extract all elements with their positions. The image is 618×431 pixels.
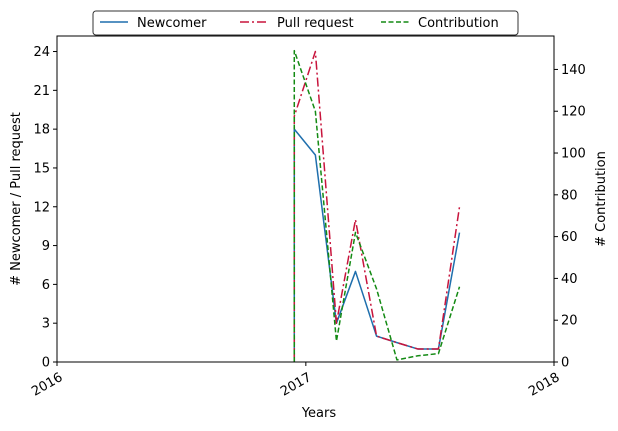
legend: Newcomer Pull request Contribution xyxy=(92,10,519,36)
left-tick-label: 0 xyxy=(42,356,50,371)
right-tick-label: 80 xyxy=(561,188,578,203)
right-axis-ticks: 0 20 40 60 80 100 120 140 xyxy=(554,63,586,371)
left-tick-label: 24 xyxy=(33,45,50,60)
left-tick-label: 6 xyxy=(42,278,50,293)
left-tick-label: 21 xyxy=(33,84,50,99)
left-tick-label: 3 xyxy=(42,317,50,332)
right-tick-label: 0 xyxy=(561,356,569,371)
series-line-pull-request xyxy=(293,50,461,362)
series-line-contribution xyxy=(293,49,461,362)
right-tick-label: 120 xyxy=(561,105,586,120)
right-tick-label: 140 xyxy=(561,63,586,78)
left-y-axis-label: # Newcomer / Pull request xyxy=(9,112,24,286)
left-tick-label: 9 xyxy=(42,239,50,254)
right-y-axis-label: # Contribution xyxy=(594,151,609,247)
legend-label: Contribution xyxy=(418,16,499,31)
left-tick-label: 15 xyxy=(33,161,50,176)
left-tick-label: 12 xyxy=(33,200,50,215)
left-tick-label: 18 xyxy=(33,123,50,138)
legend-label: Newcomer xyxy=(137,16,207,31)
right-tick-label: 100 xyxy=(561,147,586,162)
x-axis-label: Years xyxy=(301,406,337,421)
legend-label: Pull request xyxy=(277,16,354,31)
right-tick-label: 20 xyxy=(561,314,578,329)
left-axis-ticks: 0 3 6 9 12 15 18 21 24 xyxy=(33,45,57,371)
right-tick-label: 40 xyxy=(561,272,578,287)
legend-box xyxy=(92,10,519,36)
series-layer xyxy=(293,49,461,362)
right-tick-label: 60 xyxy=(561,230,578,245)
plot-frame xyxy=(56,35,555,363)
